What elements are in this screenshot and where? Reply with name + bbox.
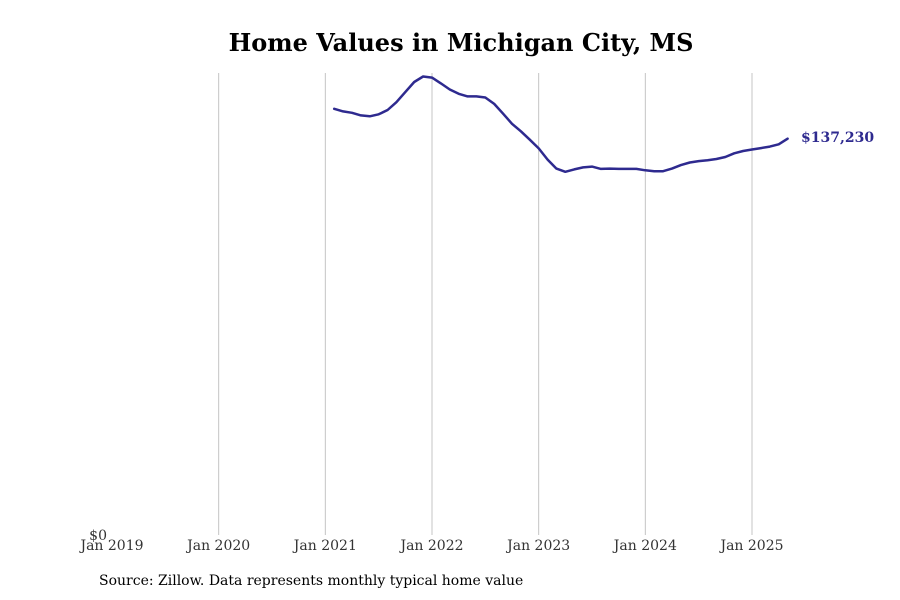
end-value-label: $137,230 — [801, 130, 874, 146]
chart-title: Home Values in Michigan City, MS — [229, 28, 694, 57]
x-tick-label: Jan 2025 — [718, 538, 783, 554]
series-line — [332, 75, 789, 174]
gridlines — [218, 73, 753, 535]
x-tick-label: Jan 2023 — [505, 538, 570, 554]
x-tick-label: Jan 2021 — [292, 538, 357, 554]
y-tick-label: $0 — [89, 528, 107, 544]
source-note: Source: Zillow. Data represents monthly … — [99, 573, 524, 589]
x-tick-label: Jan 2024 — [612, 538, 677, 554]
x-tick-label: Jan 2022 — [398, 538, 463, 554]
y-axis-ticks: $0 — [89, 528, 107, 544]
x-tick-label: Jan 2020 — [185, 538, 250, 554]
x-tick-label: Jan 2019 — [78, 538, 143, 554]
series-group — [332, 75, 789, 174]
x-axis-ticks: Jan 2019 Jan 2020 Jan 2021 Jan 2022 Jan 2023… — [78, 538, 783, 554]
